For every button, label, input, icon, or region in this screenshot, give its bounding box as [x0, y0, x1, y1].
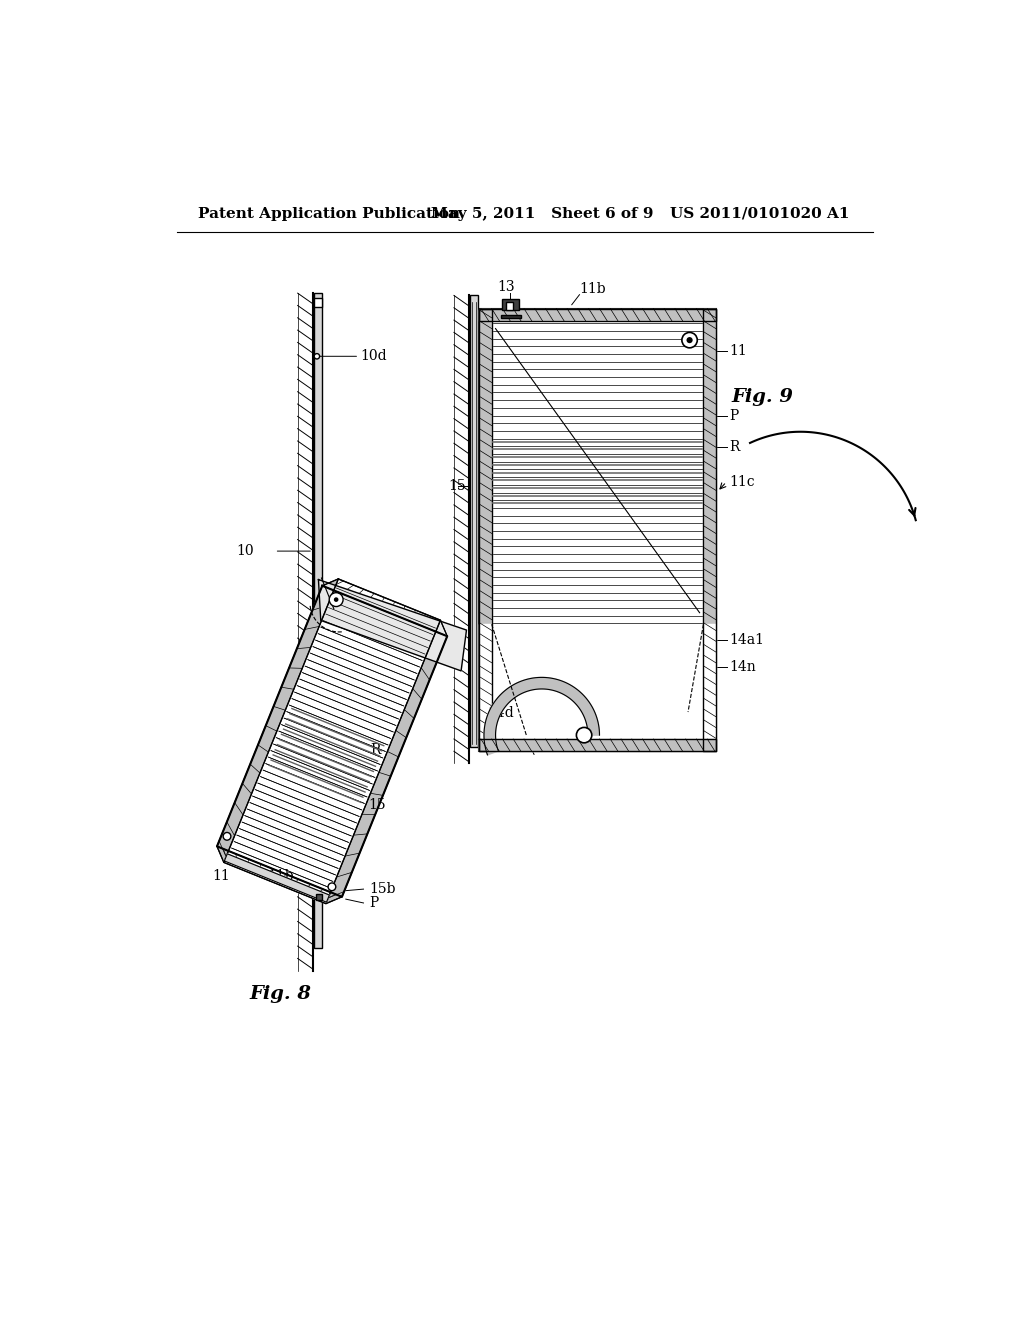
Text: 10e: 10e: [508, 342, 534, 356]
Bar: [313, 293, 322, 948]
Polygon shape: [326, 620, 447, 904]
Bar: [313, 298, 322, 308]
Text: May 5, 2011   Sheet 6 of 9: May 5, 2011 Sheet 6 of 9: [431, 207, 653, 220]
Circle shape: [682, 333, 697, 348]
Text: P: P: [369, 896, 378, 909]
Polygon shape: [479, 309, 716, 321]
Text: Patent Application Publication: Patent Application Publication: [198, 207, 460, 220]
Bar: [479, 309, 716, 751]
Text: 11b: 11b: [580, 282, 606, 296]
Polygon shape: [323, 579, 447, 636]
Text: 15: 15: [369, 799, 386, 812]
Text: 14a1: 14a1: [730, 632, 765, 647]
Text: US 2011/0101020 A1: US 2011/0101020 A1: [670, 207, 849, 220]
Text: R: R: [730, 440, 740, 454]
Circle shape: [686, 337, 692, 343]
Text: 11b: 11b: [267, 869, 294, 883]
Polygon shape: [484, 677, 599, 755]
Polygon shape: [224, 579, 440, 904]
Polygon shape: [479, 624, 716, 751]
Bar: [470, 296, 478, 747]
Text: 11: 11: [730, 345, 748, 358]
Bar: [316, 894, 323, 900]
Circle shape: [314, 354, 319, 359]
Bar: [501, 314, 521, 318]
Polygon shape: [479, 739, 716, 751]
Circle shape: [577, 727, 592, 743]
Text: 15: 15: [449, 479, 466, 492]
Polygon shape: [492, 321, 703, 624]
Text: 13: 13: [498, 280, 515, 294]
Polygon shape: [217, 579, 338, 862]
Circle shape: [330, 593, 343, 607]
Text: P: P: [730, 409, 739, 424]
Circle shape: [334, 598, 339, 602]
Bar: [503, 300, 519, 310]
Text: 11: 11: [212, 869, 229, 883]
Circle shape: [223, 833, 230, 840]
Text: 11c: 11c: [730, 475, 756, 488]
Text: Fig. 9: Fig. 9: [731, 388, 794, 407]
Text: 14n: 14n: [730, 660, 757, 673]
Text: 14d: 14d: [487, 706, 514, 719]
Polygon shape: [217, 846, 342, 904]
Text: 10d: 10d: [360, 350, 387, 363]
Bar: [506, 302, 513, 310]
Polygon shape: [479, 309, 492, 751]
Text: 14d: 14d: [498, 686, 524, 701]
Text: Fig. 8: Fig. 8: [250, 985, 312, 1003]
Circle shape: [328, 883, 336, 891]
Polygon shape: [318, 579, 467, 671]
Polygon shape: [224, 854, 330, 902]
Text: R: R: [370, 743, 380, 756]
Polygon shape: [703, 309, 716, 751]
Text: 10: 10: [237, 544, 254, 558]
Text: 15b: 15b: [369, 882, 395, 896]
